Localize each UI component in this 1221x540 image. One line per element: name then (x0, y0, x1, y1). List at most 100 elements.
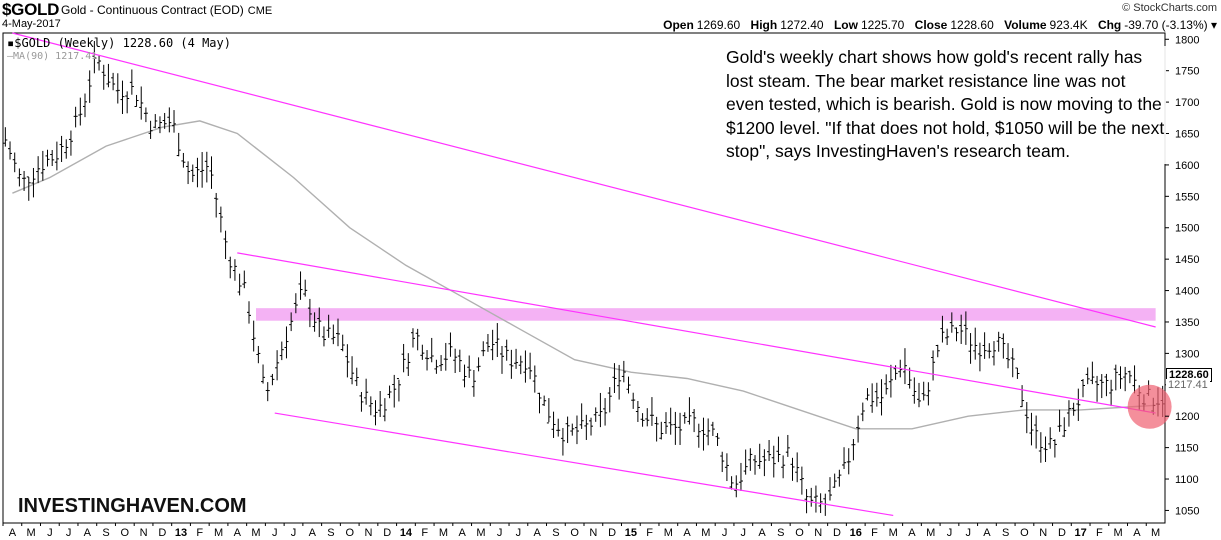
ohlc-bar (406, 353, 411, 376)
open-value: 1269.60 (696, 18, 741, 32)
x-tick-label: N (140, 527, 148, 539)
ohlc-bar (654, 416, 659, 442)
x-tick-label: S (327, 527, 334, 539)
ohlc-bar (888, 364, 893, 398)
ohlc-bar (1038, 432, 1043, 463)
ohlc-bar (106, 63, 111, 88)
ohlc-bar (949, 312, 954, 333)
x-tick-label: D (608, 527, 616, 539)
ohlc-bar (373, 400, 378, 426)
ohlc-bar (991, 341, 996, 366)
ohlc-bar (696, 423, 701, 448)
x-tick-label: O (1020, 527, 1029, 539)
ohlc-bar (738, 462, 743, 491)
ohlc-bar (1123, 366, 1128, 392)
ohlc-bar (251, 320, 256, 352)
x-tick-label: A (1133, 527, 1141, 539)
ohlc-bar (729, 476, 734, 490)
ohlc-bar (827, 477, 832, 501)
x-tick-label: F (421, 527, 428, 539)
ohlc-bar (471, 369, 476, 397)
x-tick-label: S (777, 527, 784, 539)
ohlc-bar (392, 374, 397, 408)
x-tick-label: 13 (175, 527, 187, 539)
ohlc-bar (1010, 348, 1015, 378)
y-tick-label: 1600 (1175, 160, 1199, 172)
x-tick-label: D (833, 527, 841, 539)
ohlc-bar (218, 206, 223, 233)
ohlc-bar (574, 415, 579, 445)
ohlc-bar (293, 293, 298, 314)
ohlc-bar (279, 341, 284, 361)
close-label: Close (914, 18, 948, 32)
ohlc-bar (82, 93, 87, 118)
x-tick-label: A (533, 527, 541, 539)
legend-ma: —MA(90) 1217.41 (7, 51, 97, 62)
ohlc-bar (1043, 436, 1048, 463)
ohlc-bar (448, 332, 453, 357)
ohlc-bar (134, 94, 139, 108)
ohlc-bar (59, 135, 64, 163)
ohlc-bar (663, 412, 668, 434)
ohlc-bar (621, 360, 626, 383)
x-tick-label: N (589, 527, 597, 539)
ohlc-bar (200, 152, 205, 188)
ohlc-bar (832, 473, 837, 488)
watermark: INVESTINGHAVEN.COM (18, 495, 247, 517)
ohlc-bar (842, 447, 847, 470)
ohlc-bar (190, 164, 195, 183)
exchange: CME (247, 5, 273, 17)
ohlc-bar (612, 363, 617, 393)
ohlc-bar (317, 307, 322, 338)
ohlc-bar (907, 367, 912, 389)
legend-ma-text: MA(90) 1217.41 (13, 51, 98, 62)
ohlc-bar (153, 114, 158, 129)
x-tick-label: S (102, 527, 109, 539)
ohlc-bar (635, 400, 640, 422)
ohlc-bar (31, 167, 36, 198)
ohlc-bar (129, 69, 134, 95)
ohlc-bar (204, 151, 209, 183)
ohlc-bar (40, 150, 45, 181)
x-tick-label: A (908, 527, 916, 539)
ohlc-bar (443, 342, 448, 371)
volume-label: Volume (1004, 18, 1047, 32)
ohlc-bar (935, 344, 940, 358)
x-tick-label: M (27, 527, 36, 539)
ohlc-bar (242, 270, 247, 289)
y-tick-label: 1200 (1175, 411, 1199, 423)
ohlc-bar (214, 192, 219, 218)
x-tick-label: S (1002, 527, 1009, 539)
ohlc-bar (265, 382, 270, 402)
ohlc-bar (120, 80, 125, 115)
high-value: 1272.40 (780, 18, 824, 32)
ohlc-bar (673, 411, 678, 445)
ohlc-bar (617, 364, 622, 400)
dropdown-icon[interactable]: ▾ (1207, 18, 1217, 32)
ohlc-bar (181, 152, 186, 168)
ohlc-bar (256, 345, 261, 364)
ohlc-bar (26, 176, 31, 201)
ohlc-bar (350, 356, 355, 385)
x-tick-label: F (1096, 527, 1103, 539)
brand-credit[interactable]: © StockCharts.com (1122, 2, 1217, 14)
ohlc-bar (36, 156, 41, 184)
y-tick-label: 1650 (1175, 129, 1199, 141)
trend-line (237, 252, 1156, 414)
volume-value: 923.4K (1049, 18, 1088, 32)
ohlc-bar (973, 327, 978, 360)
y-tick-label: 1150 (1175, 443, 1199, 455)
ohlc-bar (125, 91, 130, 114)
ohlc-bar (8, 141, 13, 160)
legend-price: ▪$GOLD (Weekly) 1228.60 (4 May) (7, 36, 231, 50)
x-tick-label: A (459, 527, 467, 539)
ohlc-bar (710, 421, 715, 436)
chg-value: -39.70 (-3.13%) (1124, 18, 1208, 32)
ohlc-bar (195, 157, 200, 188)
ohlc-bar (87, 70, 92, 103)
ohlc-bar (1090, 361, 1095, 385)
ohlc-bar (92, 41, 97, 74)
ohlc-bar (518, 355, 523, 375)
ohlc-bar (593, 407, 598, 422)
